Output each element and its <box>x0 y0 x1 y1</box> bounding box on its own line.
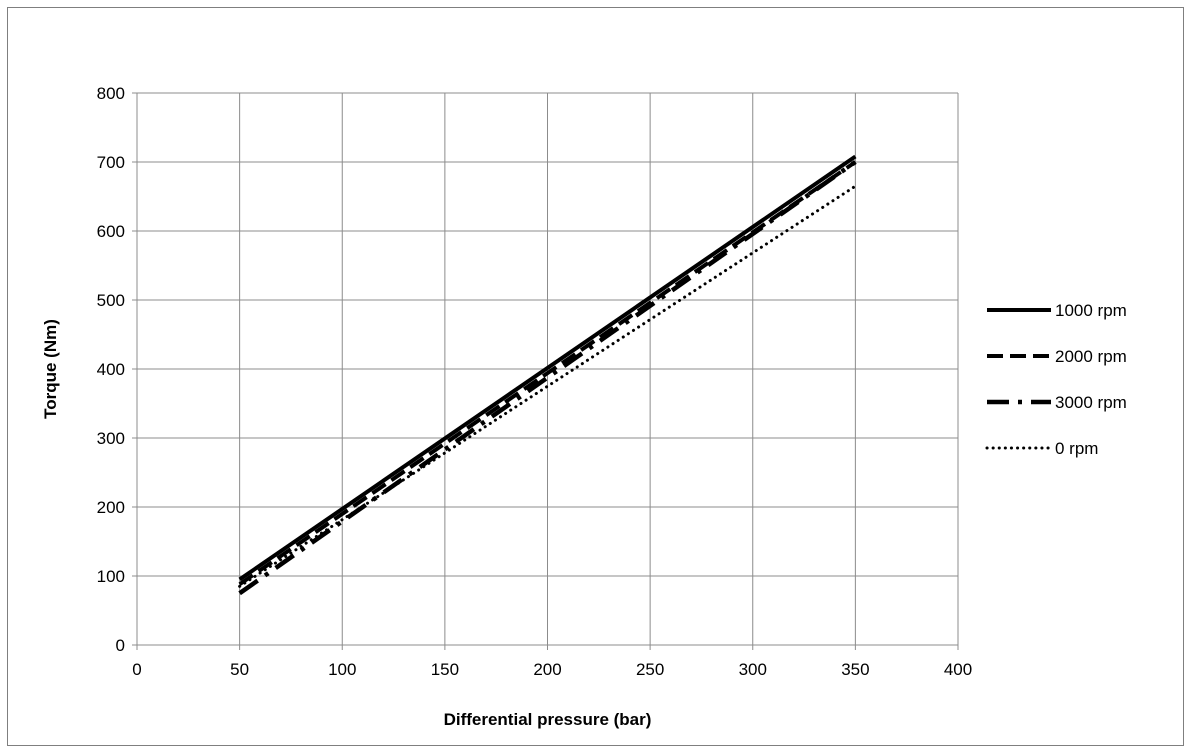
x-tick-label: 50 <box>230 660 249 679</box>
series-line-1000-rpm <box>238 154 857 582</box>
x-tick-label: 250 <box>636 660 664 679</box>
y-tick-label: 400 <box>97 360 125 379</box>
x-tick-label: 350 <box>841 660 869 679</box>
y-tick-label: 500 <box>97 291 125 310</box>
y-tick-label: 100 <box>97 567 125 586</box>
series-group <box>238 154 857 596</box>
chart-frame <box>7 7 1184 746</box>
y-tick-label: 600 <box>97 222 125 241</box>
tick-labels: 0 100 200 300 400 500 600 700 800 0 50 100 150 200 250… <box>97 84 973 679</box>
legend: 1000 rpm 2000 rpm 3000 rpm 0 rpm <box>985 301 1127 458</box>
y-tick-label: 0 <box>116 636 125 655</box>
y-tick-label: 200 <box>97 498 125 517</box>
y-axis-title: Torque (Nm) <box>41 319 60 419</box>
legend-label: 0 rpm <box>1055 439 1098 458</box>
series-line-3000-rpm <box>238 160 857 596</box>
x-tick-label: 400 <box>944 660 972 679</box>
x-tick-label: 200 <box>533 660 561 679</box>
y-tick-label: 700 <box>97 153 125 172</box>
series-line-0-rpm <box>238 184 857 588</box>
x-tick-label: 100 <box>328 660 356 679</box>
x-tick-label: 150 <box>431 660 459 679</box>
legend-label: 3000 rpm <box>1055 393 1127 412</box>
legend-label: 1000 rpm <box>1055 301 1127 320</box>
x-tick-label: 0 <box>132 660 141 679</box>
y-tick-label: 300 <box>97 429 125 448</box>
x-tick-label: 300 <box>739 660 767 679</box>
y-tick-label: 800 <box>97 84 125 103</box>
x-axis-title: Differential pressure (bar) <box>444 710 652 729</box>
legend-label: 2000 rpm <box>1055 347 1127 366</box>
